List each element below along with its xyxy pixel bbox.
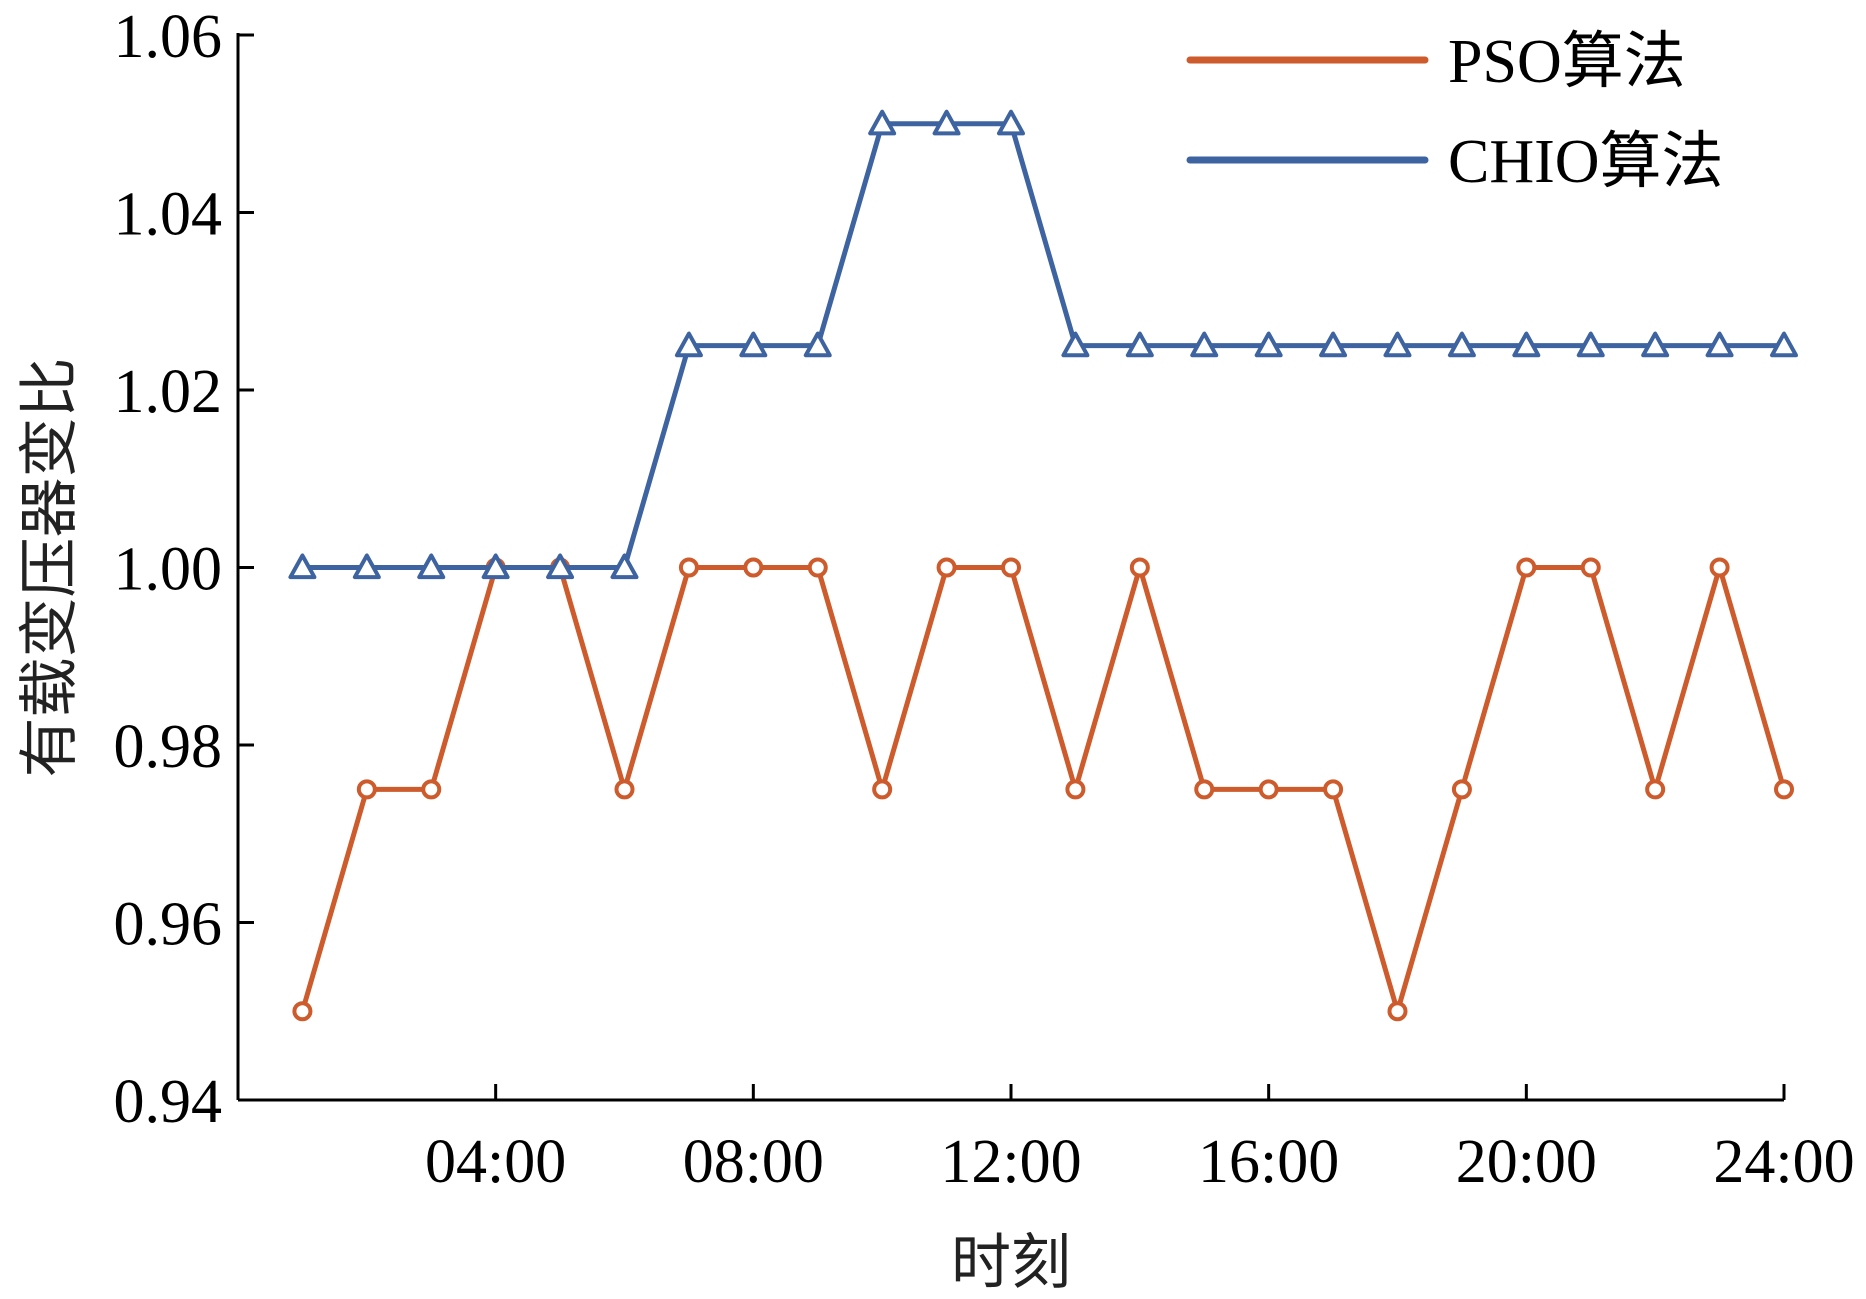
x-tick-label: 24:00 (1713, 1128, 1854, 1196)
data-point (1061, 331, 1090, 358)
y-tick-label: 1.04 (114, 181, 223, 249)
y-tick-label: 1.06 (114, 3, 223, 71)
data-point (932, 109, 961, 136)
data-point (936, 557, 957, 578)
y-axis-title: 有载变压器变比 (15, 358, 85, 778)
series-2 (288, 109, 1798, 580)
data-point (1254, 331, 1283, 358)
data-point (1065, 779, 1086, 800)
series-layer (288, 109, 1798, 1022)
data-point (743, 557, 764, 578)
data-point (1319, 331, 1348, 358)
data-point (1770, 331, 1798, 358)
data-point (288, 553, 317, 580)
data-point (1705, 331, 1734, 358)
legend-item: CHIO算法 (1186, 128, 1724, 196)
data-point (292, 1001, 313, 1022)
data-point (610, 553, 639, 580)
data-point (352, 553, 381, 580)
x-tick-label: 20:00 (1456, 1128, 1597, 1196)
data-point (674, 331, 703, 358)
data-point (1387, 1001, 1408, 1022)
data-point (803, 331, 832, 358)
legend: PSO算法 CHIO算法 (1186, 28, 1724, 196)
data-point (1516, 557, 1537, 578)
data-point (481, 553, 510, 580)
y-tick-label: 0.98 (114, 713, 223, 781)
data-point (1447, 331, 1476, 358)
x-tick-label: 08:00 (683, 1128, 824, 1196)
legend-item: PSO算法 (1186, 28, 1686, 96)
data-point (1641, 331, 1670, 358)
data-point (1125, 331, 1154, 358)
data-point (421, 779, 442, 800)
data-point (1512, 331, 1541, 358)
x-tick-label: 04:00 (425, 1128, 566, 1196)
data-point (807, 557, 828, 578)
data-point (997, 109, 1025, 136)
data-point (1129, 557, 1150, 578)
data-point (1190, 331, 1219, 358)
data-point (739, 331, 768, 358)
data-point (1709, 557, 1730, 578)
x-tick-label: 16:00 (1198, 1128, 1339, 1196)
data-point (678, 557, 699, 578)
legend-label: PSO算法 (1448, 28, 1686, 96)
data-point (1194, 779, 1215, 800)
data-point (1001, 557, 1021, 578)
axes: 0.94 0.96 0.98 1.00 1.02 1.04 1.06 04:00 08:00 12… (114, 3, 1855, 1196)
data-point (868, 109, 897, 136)
data-point (546, 553, 575, 580)
data-point (872, 779, 893, 800)
x-tick-label: 12:00 (940, 1128, 1081, 1196)
data-point (1451, 779, 1472, 800)
data-point (356, 779, 377, 800)
data-point (1323, 779, 1344, 800)
data-point (1645, 779, 1666, 800)
data-point (614, 779, 635, 800)
y-tick-label: 1.02 (114, 358, 223, 426)
data-point (1774, 779, 1794, 800)
data-point (1580, 557, 1601, 578)
y-tick-label: 1.00 (114, 536, 223, 604)
legend-label: CHIO算法 (1448, 128, 1724, 196)
series-line (302, 121, 1784, 570)
y-tick-label: 0.96 (114, 891, 223, 959)
y-tick-label: 0.94 (114, 1068, 223, 1136)
data-point (1576, 331, 1605, 358)
data-point (417, 553, 446, 580)
data-point (1383, 331, 1412, 358)
series-line (299, 565, 1787, 1014)
series-1 (292, 557, 1794, 1022)
data-point (1258, 779, 1279, 800)
x-axis-title: 时刻 (951, 1228, 1071, 1298)
